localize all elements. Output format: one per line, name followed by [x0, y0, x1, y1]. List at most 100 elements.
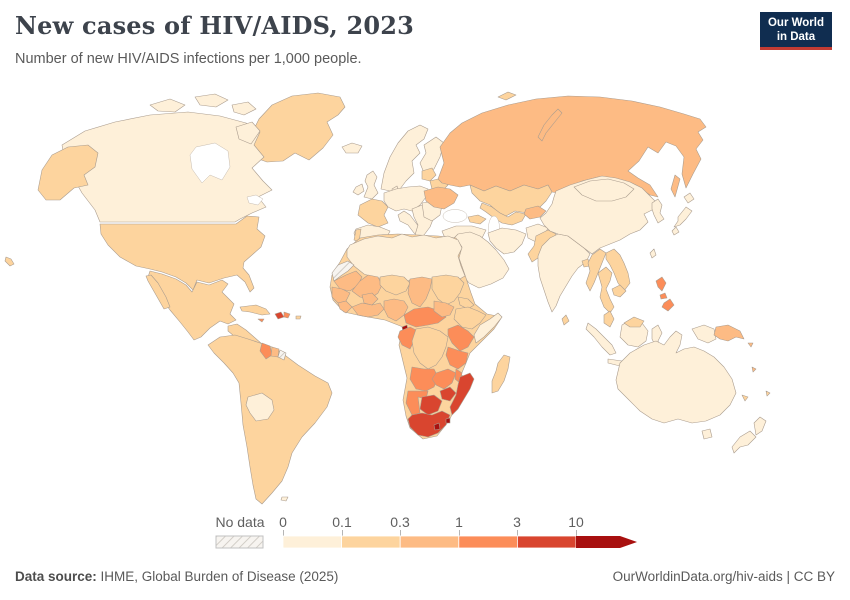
region-caucasus[interactable] — [467, 214, 487, 225]
country-somalia[interactable] — [473, 312, 503, 344]
country-new-caledonia[interactable] — [741, 394, 749, 402]
country-tanzania[interactable] — [445, 346, 469, 370]
region-eritrea-djibouti[interactable] — [457, 296, 475, 310]
region-gabon-congo[interactable] — [397, 326, 419, 350]
country-eswatini[interactable] — [445, 417, 451, 424]
region-malaysia[interactable] — [603, 310, 615, 328]
country-myanmar[interactable] — [585, 248, 607, 292]
country-russia[interactable] — [437, 95, 707, 198]
country-cuba[interactable] — [239, 304, 271, 316]
country-cambodia[interactable] — [611, 284, 627, 298]
country-fiji[interactable] — [765, 390, 771, 397]
owid-logo[interactable]: Our World in Data — [759, 12, 832, 50]
country-mozambique[interactable] — [449, 372, 475, 416]
country-hawaii[interactable] — [4, 256, 15, 267]
country-bolivia[interactable] — [245, 392, 275, 422]
country-greenland[interactable] — [250, 92, 346, 163]
country-suriname[interactable] — [270, 346, 280, 358]
country-russia-sakhalin[interactable] — [670, 174, 681, 198]
country-burkina-faso[interactable] — [361, 292, 379, 306]
country-russia-novaya-zemlya[interactable] — [537, 108, 563, 142]
country-puerto-rico[interactable] — [295, 315, 302, 320]
country-philippines-luzon[interactable] — [655, 276, 667, 292]
country-canada[interactable] — [61, 111, 273, 223]
region-scandinavia[interactable] — [380, 124, 429, 192]
legend-bin-3[interactable] — [458, 535, 518, 549]
region-laos-vietnam[interactable] — [605, 248, 631, 292]
footer-license-link[interactable]: OurWorldinData.org/hiv-aids | CC BY — [612, 569, 835, 584]
legend-tickmark — [342, 530, 343, 536]
country-australia-tasmania[interactable] — [701, 428, 713, 440]
country-dominican-republic[interactable] — [283, 311, 291, 319]
country-solomon-islands[interactable] — [747, 342, 754, 348]
country-sudan[interactable] — [431, 274, 465, 306]
country-alaska[interactable] — [37, 144, 99, 201]
country-united-kingdom[interactable] — [363, 170, 379, 200]
country-canada-arctic-island[interactable] — [194, 93, 229, 108]
country-madagascar[interactable] — [491, 354, 511, 394]
country-mongolia[interactable] — [573, 178, 635, 202]
legend-bin-0[interactable] — [282, 535, 342, 549]
country-zambia[interactable] — [431, 368, 457, 390]
country-jamaica[interactable] — [257, 318, 265, 323]
country-new-zealand-south[interactable] — [731, 430, 757, 454]
country-japan-honshu[interactable] — [673, 206, 693, 228]
country-indonesia-papua[interactable] — [691, 324, 717, 344]
country-canada-baffin[interactable] — [235, 121, 261, 145]
country-mexico-baja[interactable] — [145, 274, 171, 310]
country-france[interactable] — [357, 198, 389, 228]
country-south-africa[interactable] — [407, 410, 451, 438]
country-western-sahara[interactable] — [331, 260, 355, 282]
region-korea[interactable] — [651, 198, 665, 224]
country-botswana[interactable] — [419, 394, 443, 416]
country-japan-kyushu[interactable] — [671, 226, 680, 236]
country-angola[interactable] — [409, 366, 439, 392]
country-south-sudan[interactable] — [433, 300, 455, 318]
country-canada-arctic-island[interactable] — [231, 101, 257, 116]
country-philippines-visayas[interactable] — [659, 292, 668, 300]
country-haiti[interactable] — [274, 311, 285, 320]
country-japan-hokkaido[interactable] — [683, 192, 695, 204]
country-ukraine[interactable] — [423, 186, 459, 210]
country-thailand[interactable] — [597, 266, 615, 314]
country-iran[interactable] — [487, 227, 527, 255]
country-philippines-mindanao[interactable] — [661, 298, 675, 312]
region-kyrgyzstan-tajikistan[interactable] — [523, 205, 547, 220]
country-chad[interactable] — [407, 276, 433, 308]
country-finland[interactable] — [419, 136, 445, 174]
country-ethiopia[interactable] — [453, 306, 487, 330]
country-papua-new-guinea[interactable] — [713, 324, 745, 342]
country-lesotho[interactable] — [433, 422, 441, 431]
country-iceland[interactable] — [341, 142, 363, 154]
country-guyana[interactable] — [259, 342, 273, 360]
region-south-america[interactable] — [207, 334, 333, 505]
country-french-guiana[interactable] — [277, 349, 287, 361]
legend-bin-4[interactable] — [516, 535, 577, 549]
country-australia[interactable] — [615, 330, 737, 424]
region-uganda-kenya[interactable] — [447, 324, 475, 352]
page-subtitle: Number of new HIV/AIDS infections per 1,… — [15, 51, 362, 67]
country-niger[interactable] — [379, 274, 411, 296]
country-canada-arctic-island[interactable] — [149, 98, 186, 113]
country-sri-lanka[interactable] — [561, 314, 570, 326]
legend-bin-2[interactable] — [399, 535, 460, 549]
country-indonesia-sumatra[interactable] — [585, 322, 617, 356]
region-central-asia[interactable] — [479, 202, 527, 226]
region-sierra-leone-liberia[interactable] — [337, 300, 353, 314]
country-vanuatu[interactable] — [751, 366, 757, 373]
svalbard-islands[interactable] — [497, 91, 517, 101]
country-malaysia-borneo[interactable] — [623, 316, 645, 328]
region-baltics[interactable] — [421, 167, 437, 182]
legend-no-data-swatch[interactable] — [215, 535, 264, 549]
legend-tickmark — [400, 530, 401, 536]
country-ireland[interactable] — [352, 183, 365, 196]
country-usa[interactable] — [99, 215, 266, 293]
country-falkland-islands[interactable] — [280, 496, 289, 502]
country-zimbabwe[interactable] — [439, 386, 457, 402]
legend-bin-5-arrow[interactable] — [576, 536, 637, 548]
legend-bin-1[interactable] — [341, 535, 401, 549]
country-new-zealand-north[interactable] — [753, 416, 767, 436]
country-taiwan[interactable] — [649, 248, 657, 259]
country-drc[interactable] — [411, 326, 449, 370]
country-mexico[interactable] — [147, 270, 237, 341]
